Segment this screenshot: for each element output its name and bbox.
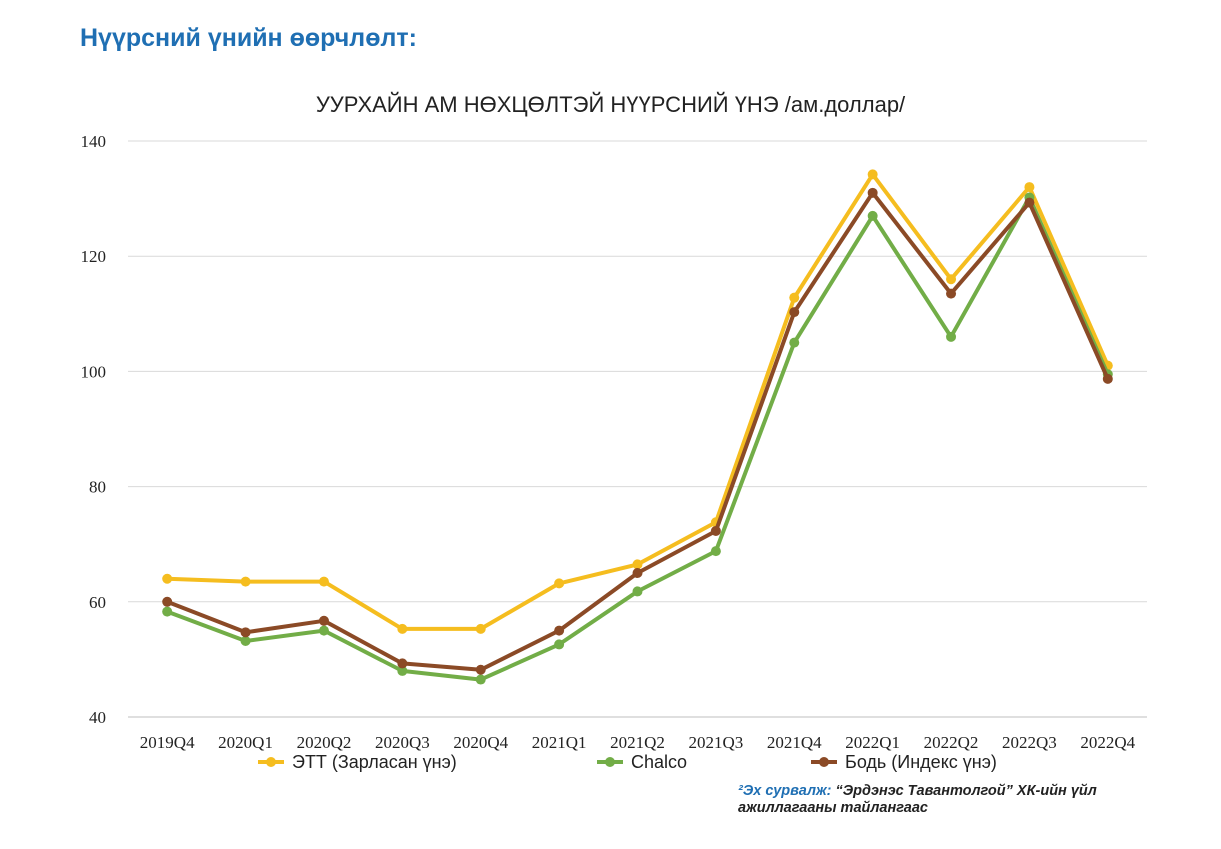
data-point [240,635,251,646]
x-axis-ticks: 2019Q4 2020Q1 2020Q2 2020Q3 2020Q4 2021Q1 2021… [140,733,1136,752]
data-point [867,210,878,221]
x-tick-label: 2022Q4 [1080,733,1135,752]
data-point [867,169,878,180]
x-tick-label: 2020Q2 [297,733,352,752]
series-1 [162,169,1113,634]
data-point [397,658,408,669]
data-point [318,625,329,636]
x-tick-label: 2019Q4 [140,733,195,752]
series-line [165,190,1110,672]
x-tick-label: 2022Q3 [1002,733,1057,752]
source-note: ²Эх сурвалж: “Эрдэнэс Тавантолгой” ХК-ий… [738,783,1158,817]
x-tick-label: 2021Q3 [688,733,743,752]
legend-marker [266,757,276,767]
data-point [240,576,251,587]
data-point [946,274,957,285]
data-point [710,525,721,536]
data-point [710,546,721,557]
data-point [162,596,173,607]
data-point [475,674,486,685]
series-line [165,195,1110,682]
series-lines [162,169,1113,685]
y-tick-label: 60 [89,593,106,612]
data-point [554,639,565,650]
x-tick-label: 2022Q2 [924,733,979,752]
source-label: ²Эх сурвалж: [738,783,832,799]
data-point [240,627,251,638]
legend-marker [605,757,615,767]
data-point [789,292,800,303]
x-tick-label: 2020Q4 [453,733,508,752]
legend-label: Бодь (Индекс үнэ) [845,752,997,772]
data-point [397,665,408,676]
legend-label: ЭТТ (Зарласан үнэ) [292,752,457,772]
chart-title: УУРХАЙН АМ НӨХЦӨЛТЭЙ НҮҮРСНИЙ ҮНЭ /ам.до… [315,92,906,117]
data-point [1024,197,1035,208]
y-tick-label: 120 [81,247,107,266]
source-text: “Эрдэнэс Тавантолгой” ХК-ийн үйл ажиллаг… [738,783,1097,816]
data-point [632,586,643,597]
x-tick-label: 2021Q4 [767,733,822,752]
x-tick-label: 2022Q1 [845,733,900,752]
x-tick-label: 2020Q1 [218,733,273,752]
x-tick-label: 2021Q2 [610,733,665,752]
data-point [475,664,486,675]
data-point [946,331,957,342]
legend: ЭТТ (Зарласан үнэ) Chalco Бодь (Индекс үнэ… [258,752,997,772]
x-tick-label: 2020Q3 [375,733,430,752]
data-point [318,576,329,587]
data-point [632,559,643,570]
data-point [789,307,800,318]
data-point [867,187,878,198]
data-point [1024,182,1035,193]
series-3 [162,187,1113,675]
data-point [162,606,173,617]
data-point [789,337,800,348]
y-tick-label: 100 [81,362,107,381]
gridlines [128,140,1147,718]
data-point [397,623,408,634]
x-tick-label: 2021Q1 [532,733,587,752]
data-point [946,288,957,299]
y-tick-label: 80 [89,478,106,497]
page-heading: Нүүрсний үнийн өөрчлөлт: [80,24,417,52]
data-point [318,615,329,626]
y-tick-label: 140 [81,132,107,151]
data-point [554,578,565,589]
series-2 [162,192,1113,685]
y-axis-ticks: 40 60 80 100 120 140 [81,132,107,727]
data-point [1102,373,1113,384]
legend-label: Chalco [631,752,687,772]
data-point [162,573,173,584]
data-point [554,625,565,636]
legend-marker [819,757,829,767]
y-tick-label: 40 [89,708,106,727]
data-point [475,623,486,634]
data-point [632,568,643,578]
